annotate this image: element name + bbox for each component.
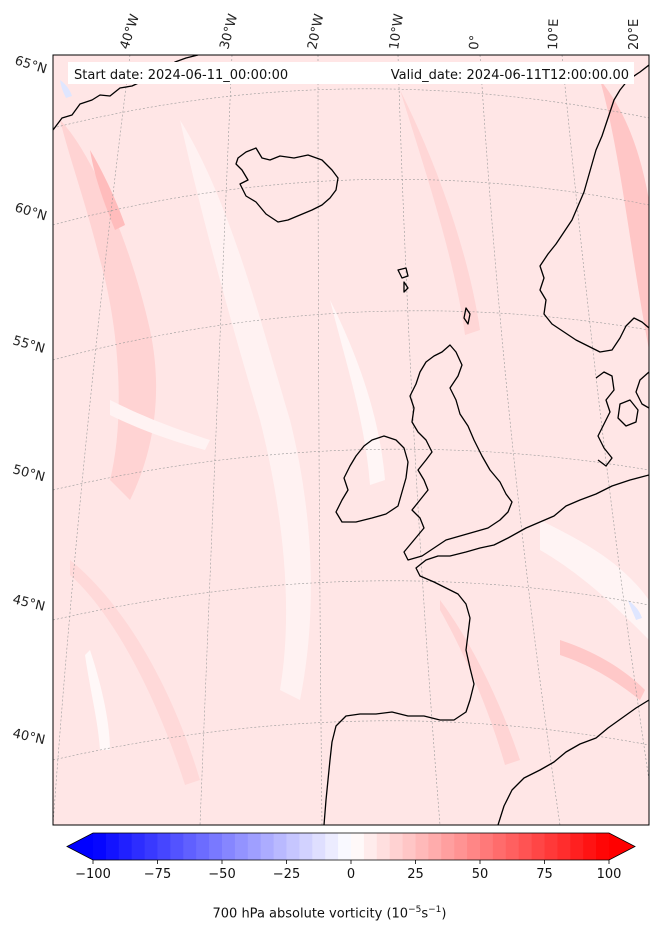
colorbar-cell <box>492 833 507 860</box>
coast-spain-med <box>497 699 649 825</box>
colorbar-title-unit: s <box>421 906 429 922</box>
colorbar-cell <box>454 833 468 860</box>
colorbar-cell <box>467 833 481 860</box>
colorbar-cell <box>544 833 558 860</box>
colorbar-cell <box>531 833 545 860</box>
colorbar-cell <box>480 833 494 860</box>
colorbar-tick-label: 25 <box>407 867 424 882</box>
coast-sweden <box>635 371 649 409</box>
colorbar-cell <box>376 833 391 860</box>
colorbar-cell <box>234 833 249 860</box>
colorbar-cell <box>273 833 287 860</box>
map-panel: Start date: 2024-06-11_00:00:00 Valid_da… <box>53 55 649 825</box>
colorbar-tick-label: 75 <box>536 867 553 882</box>
lon-label-10w: 10°W <box>387 13 407 51</box>
colorbar-cell <box>363 833 378 860</box>
coast-great-britain <box>403 344 513 561</box>
coast-danish-islands <box>617 399 639 427</box>
colorbar-title-main: 700 hPa absolute vorticity (10 <box>212 906 409 922</box>
colorbar-title-end: ) <box>441 906 447 922</box>
colorbar-cell <box>338 833 352 860</box>
lon-label-0: 0° <box>467 34 483 50</box>
colorbar-cell <box>118 833 133 860</box>
lon-label-20w: 20°W <box>305 12 327 50</box>
map-frame <box>52 54 650 826</box>
colorbar-cell <box>196 833 210 860</box>
lon-label-10e: 10°E <box>546 18 562 50</box>
colorbar-ticks: −100 −75 −50 −25 0 25 50 75 100 <box>75 860 621 882</box>
colorbar-tick-label: 50 <box>472 867 489 882</box>
colorbar-max-extend-arrow <box>609 833 635 860</box>
colorbar-min-extend-arrow <box>67 833 93 860</box>
colorbar-cell <box>312 833 326 860</box>
colorbar-cell <box>157 833 171 860</box>
coast-denmark <box>595 371 615 467</box>
date-banner <box>68 62 634 84</box>
colorbar-cell <box>286 833 300 860</box>
colorbar-tick-label: −50 <box>208 867 235 882</box>
colorbar-title-exponent-2: −1 <box>428 905 442 915</box>
colorbar-cell <box>389 833 403 860</box>
colorbar-cell <box>93 833 107 860</box>
colorbar-title: 700 hPa absolute vorticity (10−5s−1) <box>0 905 659 921</box>
colorbar: −100 −75 −50 −25 0 25 50 75 100 <box>66 832 636 882</box>
colorbar-cell <box>105 833 120 860</box>
colorbar-tick-label: −25 <box>273 867 300 882</box>
colorbar-cell <box>518 833 532 860</box>
latitude-labels: 65°N 60°N 55°N 50°N 45°N 40°N <box>11 53 49 748</box>
colorbar-cell <box>144 833 158 860</box>
colorbar-cell <box>222 833 236 860</box>
colorbar-cell <box>557 833 571 860</box>
colorbar-cell <box>583 833 597 860</box>
colorbar-cell <box>170 833 184 860</box>
lat-label-45n: 45°N <box>11 592 46 614</box>
colorbar-cell <box>260 833 274 860</box>
colorbar-cell <box>596 833 610 860</box>
colorbar-cell <box>441 833 455 860</box>
lat-label-65n: 65°N <box>13 53 49 77</box>
vorticity-contours <box>60 80 649 785</box>
coast-iceland <box>235 147 339 223</box>
colorbar-cell <box>505 833 520 860</box>
colorbar-cell <box>209 833 223 860</box>
lon-label-40w: 40°W <box>118 12 143 51</box>
start-date-label: Start date: 2024-06-11_00:00:00 <box>74 68 288 83</box>
coast-ireland <box>335 435 409 523</box>
colorbar-tick-label: 100 <box>597 867 622 882</box>
colorbar-cell <box>415 833 429 860</box>
colorbar-cell <box>402 833 416 860</box>
lat-label-40n: 40°N <box>11 726 46 748</box>
coast-norway <box>539 64 649 353</box>
colorbar-cell <box>247 833 262 860</box>
colorbar-tick-label: 0 <box>347 867 355 882</box>
lat-label-60n: 60°N <box>13 200 49 224</box>
lat-label-50n: 50°N <box>11 462 47 485</box>
colorbar-cell <box>131 833 145 860</box>
colorbar-cell <box>428 833 442 860</box>
colorbar-tick-label: −75 <box>144 867 171 882</box>
longitude-labels: 40°W 30°W 20°W 10°W 0° 10°E 20°E <box>118 12 642 51</box>
lon-label-20e: 20°E <box>627 19 642 50</box>
colorbar-cells <box>93 833 610 860</box>
lat-label-55n: 55°N <box>11 333 47 356</box>
coast-shetland <box>463 307 471 325</box>
colorbar-cell <box>183 833 197 860</box>
colorbar-cell <box>351 833 365 860</box>
colorbar-cell <box>570 833 584 860</box>
colorbar-cell <box>325 833 339 860</box>
colorbar-cell <box>299 833 313 860</box>
coast-france-iberia <box>323 474 649 825</box>
colorbar-tick-label: −100 <box>75 867 111 882</box>
coast-faroe <box>397 267 409 293</box>
graticule <box>53 55 649 825</box>
colorbar-title-exponent-1: −5 <box>408 905 422 915</box>
lon-label-30w: 30°W <box>217 12 241 51</box>
valid-date-label: Valid_date: 2024-06-11T12:00:00.00 <box>391 68 629 83</box>
